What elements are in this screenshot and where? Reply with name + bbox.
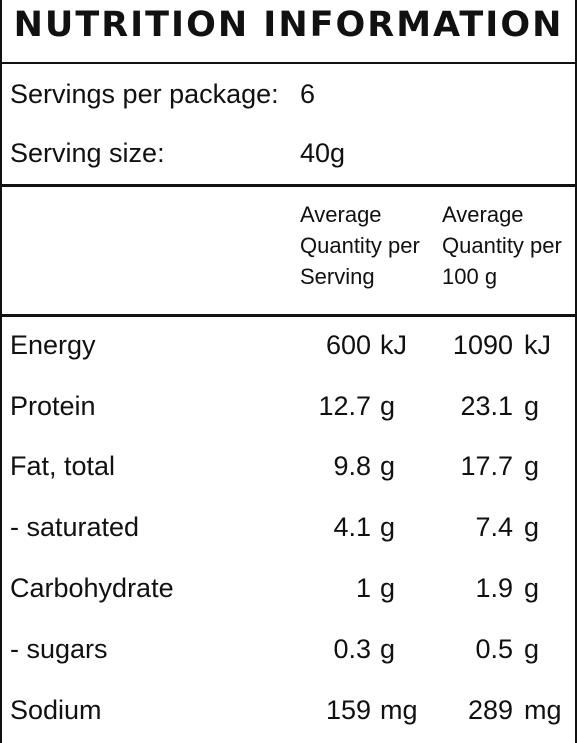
per-100g-value: 23.1 xyxy=(460,391,513,421)
nutrient-label: Energy xyxy=(10,330,96,360)
column-header-line: Average xyxy=(300,202,382,227)
per-serving-unit: g xyxy=(380,634,396,664)
per-serving-value: 600 xyxy=(325,330,371,360)
per-serving-value: 1 xyxy=(355,573,371,603)
servings-value: 6 xyxy=(300,79,316,109)
per-100g-unit: g xyxy=(524,634,540,664)
serving-size-label: Serving size: xyxy=(10,138,165,168)
per-100g-value: 17.7 xyxy=(460,451,513,481)
column-header-line: 100 g xyxy=(442,264,498,289)
per-serving-unit: g xyxy=(380,391,396,421)
per-100g-value: 7.4 xyxy=(475,512,513,542)
per-100g-value: 0.5 xyxy=(475,634,513,664)
per-serving-value: 12.7 xyxy=(318,391,371,421)
nutrient-label: - saturated xyxy=(10,512,140,542)
per-serving-value: 0.3 xyxy=(333,634,371,664)
per-100g-value: 1090 xyxy=(452,330,513,360)
per-serving-unit: g xyxy=(380,451,396,481)
per-100g-unit: g xyxy=(524,391,540,421)
nutrient-label: Sodium xyxy=(10,695,102,725)
nutrient-label: Protein xyxy=(10,391,96,421)
per-serving-unit: g xyxy=(380,512,396,542)
per-serving-value: 159 xyxy=(325,695,371,725)
column-header-per-serving: Average Quantity per Serving xyxy=(300,199,420,292)
per-100g-unit: g xyxy=(524,451,540,481)
per-serving-unit: kJ xyxy=(380,330,407,360)
per-serving-value: 9.8 xyxy=(333,451,371,481)
per-100g-unit: kJ xyxy=(524,330,551,360)
column-header-line: Average xyxy=(442,202,524,227)
per-100g-value: 1.9 xyxy=(475,573,513,603)
per-serving-unit: g xyxy=(380,573,396,603)
title-divider xyxy=(2,62,575,64)
per-serving-unit: mg xyxy=(380,695,418,725)
header-divider xyxy=(2,184,575,187)
nutrient-label: - sugars xyxy=(10,634,108,664)
serving-size-value: 40g xyxy=(300,138,346,168)
panel-title: NUTRITION INFORMATION xyxy=(13,5,564,45)
table-divider xyxy=(2,314,575,317)
per-100g-value: 289 xyxy=(467,695,513,725)
column-header-line: Quantity per xyxy=(442,233,562,258)
per-100g-unit: g xyxy=(524,512,540,542)
nutrient-label: Carbohydrate xyxy=(10,573,174,603)
per-serving-value: 4.1 xyxy=(333,512,371,542)
nutrient-label: Fat, total xyxy=(10,451,116,481)
per-100g-unit: mg xyxy=(524,695,562,725)
column-header-line: Quantity per xyxy=(300,233,420,258)
column-header-per-100g: Average Quantity per 100 g xyxy=(442,199,562,292)
column-header-line: Serving xyxy=(300,264,375,289)
servings-label: Servings per package: xyxy=(10,79,279,109)
per-100g-unit: g xyxy=(524,573,540,603)
